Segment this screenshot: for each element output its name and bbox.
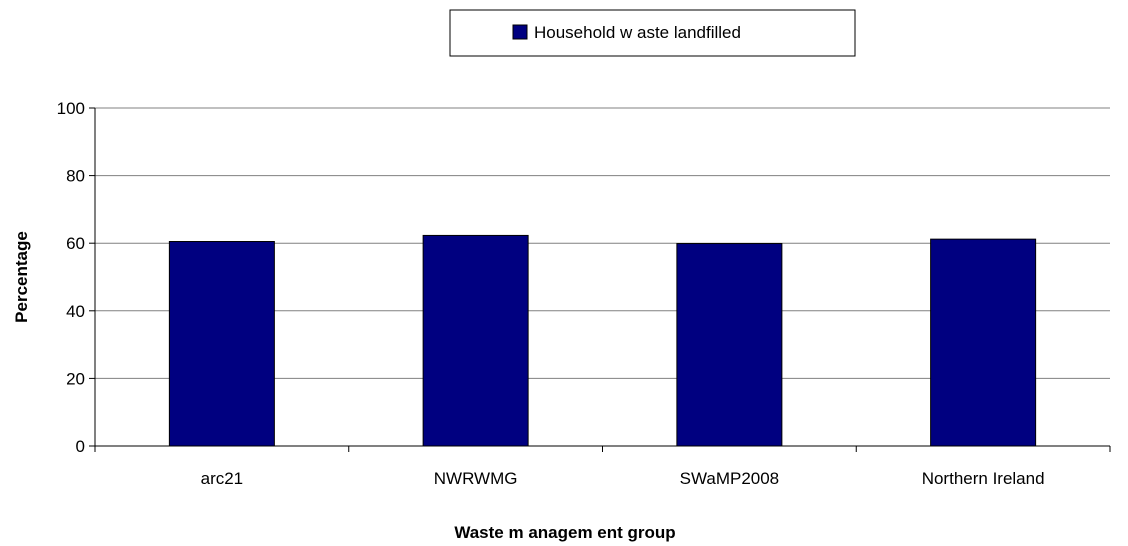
- bar: [676, 243, 783, 447]
- legend: Household w aste landfilled: [449, 9, 856, 57]
- y-tick-label: 0: [76, 437, 85, 456]
- bar: [930, 238, 1037, 447]
- x-category-label: Northern Ireland: [922, 469, 1045, 488]
- y-tick-label: 80: [66, 167, 85, 186]
- y-axis-title: Percentage: [12, 231, 31, 323]
- y-tick-label: 100: [57, 99, 85, 118]
- y-tick-labels: 0 20 40 60 80 100: [57, 99, 85, 456]
- x-axis-title: Waste m anagem ent group: [454, 523, 675, 542]
- x-category-label: arc21: [201, 469, 244, 488]
- bars: [168, 234, 1037, 447]
- bar: [168, 241, 275, 447]
- x-category-label: NWRWMG: [434, 469, 518, 488]
- axes: [89, 107, 1111, 452]
- x-category-label: SWaMP2008: [680, 469, 780, 488]
- y-tick-label: 20: [66, 369, 85, 388]
- legend-label: Household w aste landfilled: [534, 23, 741, 42]
- x-category-labels: arc21 NWRWMG SWaMP2008 Northern Ireland: [201, 469, 1045, 488]
- y-tick-label: 60: [66, 234, 85, 253]
- bar: [422, 234, 529, 447]
- legend-swatch: [512, 24, 528, 40]
- y-tick-label: 40: [66, 302, 85, 321]
